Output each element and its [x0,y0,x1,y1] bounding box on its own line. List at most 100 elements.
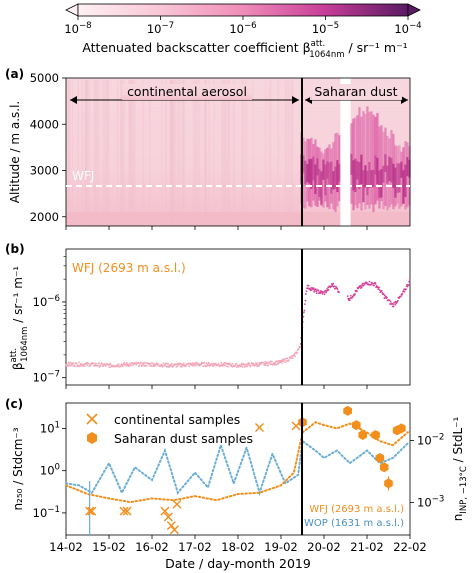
panel-c-ylabel-right: nINP, −13°C / StdL⁻¹ [451,417,469,522]
dust-core [404,164,407,197]
dust-core [372,169,375,188]
texture-stripe [170,80,173,224]
panel-a-texture [66,80,410,226]
boundary-layer-band [66,212,410,226]
panel-b-point [109,362,112,365]
panel-c-letter: (c) [5,397,23,411]
panel-c-ytick-label-left: 100 [40,463,60,478]
continental-sample-point [169,525,179,535]
panel-b-point [77,364,80,367]
panel-b-point [310,288,313,291]
panel-b-point [240,365,242,368]
texture-stripe [77,80,80,224]
saharan-sample-point [343,405,352,416]
dust-column [366,106,369,206]
panel-b-station-label: WFJ (2693 m a.s.l.) [72,261,186,275]
panel-b-point [235,362,238,365]
panel-b-point [141,364,144,367]
panel-b-point [203,361,206,364]
texture-stripe [204,80,207,224]
texture-stripe [98,80,100,224]
panel-b-point [334,285,337,288]
dust-core [336,160,339,193]
panel-a-ylabel: Altitude / m a.s.l. [8,101,22,203]
panel-b-point [207,364,209,367]
saharan-sample-point [375,453,385,463]
panel-b-point [317,289,320,292]
continental-sample-point [122,506,132,516]
texture-stripe [181,80,184,224]
panel-a: (a) 2000 3000 4000 5000 Altitude / m a.s.l.… [5,67,411,227]
panel-b-point [247,364,250,366]
panel-b-point [264,364,267,367]
panel-b-point [314,288,317,291]
texture-stripe [177,80,179,224]
panel-b-point [291,357,294,360]
dust-core [382,165,385,183]
dust-core [356,161,359,180]
dust-core [334,166,337,189]
texture-stripe [183,80,186,224]
dust-column [316,146,319,207]
panel-b-point [249,365,252,368]
texture-stripe [204,80,207,224]
saharan-sample-point [384,478,393,489]
panel-a-ytick-label: 4000 [30,117,59,131]
texture-stripe [81,80,83,224]
dust-core [402,170,405,204]
panel-b-point [244,363,246,366]
panel-c-ytick-label-left: 101 [40,420,60,435]
panel-b-point [323,291,325,294]
x-tick-label: 14-02 [49,540,82,554]
dust-core [330,161,333,194]
panel-c-ytick-label-right: 10−3 [417,495,444,510]
dust-core [360,154,363,185]
panel-b-point [151,362,154,365]
panel-b-point [378,289,381,291]
colorbar-right-arrow [407,3,421,17]
panel-b-point [194,365,196,367]
panel-b-point [392,303,395,306]
dust-core [366,170,369,196]
texture-stripe [128,80,132,224]
panel-b-point [172,364,175,367]
dust-core [384,154,387,172]
legend-saharan-marker [87,432,97,444]
texture-stripe [142,80,145,224]
panel-b-point [224,363,226,366]
dust-core [398,163,401,193]
saharan-sample-point [358,430,367,440]
texture-stripe [71,80,74,224]
panel-b-frame [65,248,411,386]
panel-b-point [98,362,100,365]
panel-b-point [338,291,340,294]
dust-core [394,167,397,198]
panel-b-point [283,358,286,361]
panel-b-point [382,293,385,296]
panel-b-point [128,364,131,367]
panel-b-point [229,362,231,365]
panel-a-ytick-label: 5000 [30,71,59,85]
texture-stripe [284,80,288,224]
x-tick-label: 19-02 [264,540,297,554]
panel-b-point [373,284,375,287]
panel-b-point [161,363,163,366]
panel-b-point [121,365,124,368]
panel-b-point [299,346,302,348]
dust-core [350,153,353,175]
texture-stripe [182,80,184,224]
texture-stripe [291,80,293,224]
panel-b-point [130,364,132,367]
texture-stripe [84,80,88,224]
panel-b-point [399,295,402,298]
texture-stripe [195,80,197,224]
saharan-sample-point [379,462,389,473]
dust-core [374,155,377,175]
texture-stripe [95,80,99,224]
panel-b-point [217,363,220,365]
continental-sample-point [87,506,97,516]
panel-b-point [212,365,214,368]
panel-b-point [95,362,97,365]
colorbar-tick-label: 10−7 [147,21,174,36]
continental-sample-point [163,512,173,522]
